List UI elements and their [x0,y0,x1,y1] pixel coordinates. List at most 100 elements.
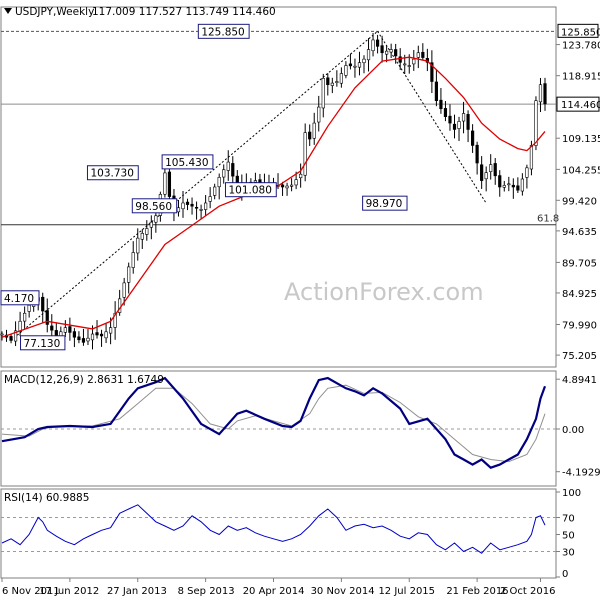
price-annotation-label: 98.560 [135,201,172,213]
price-bar-body [54,330,58,337]
x-tick-label: 8 Sep 2013 [178,586,235,597]
price-bar-body [99,333,104,337]
x-tick-label: 30 Nov 2014 [311,586,375,597]
price-bar-body [18,320,22,332]
price-bar-body [140,233,144,240]
price-bar-body [525,167,529,178]
price-bar-body [63,327,67,333]
price-bar-body [217,177,221,188]
macd-tick-label: -4.1929 [562,468,600,479]
x-tick-label: 21 Feb 2016 [446,586,508,597]
price-bar-body [204,202,208,210]
price-bar-body [538,84,543,103]
rsi-tick-label: 70 [562,514,575,525]
price-bar-body [375,39,380,47]
price-bar-body [45,310,49,325]
price-bar-body [371,39,375,52]
price-bar-body [122,282,126,298]
price-bar-body [461,113,466,122]
price-bar-body [353,65,357,68]
price-tick-label: 84.925 [562,289,597,300]
moving-average-line [1,56,546,338]
dropdown-triangle-icon[interactable] [4,8,12,14]
price-bar-body [507,183,511,186]
price-bar-body [27,304,31,312]
price-bar-body [489,164,493,172]
moving-average [1,56,546,338]
price-annotation-label: 4.170 [4,293,34,305]
price-annotation-box [20,335,66,351]
x-tick-label: 17 Jun 2012 [39,586,99,597]
price-bar-body [394,49,398,57]
price-bar-body [167,171,172,197]
price-bar-body [299,173,303,179]
price-annotation-label: 105.430 [165,157,208,169]
macd-tick-label: 4.8941 [562,375,597,386]
price-bar-body [511,184,515,188]
price-annotation-label: 125.850 [201,26,244,38]
price-bar-body [190,203,194,207]
price-bar-body [448,115,452,124]
price-bar-body [366,49,371,61]
price-bar-body [285,185,289,189]
x-tick-label: 12 Jul 2015 [378,586,435,597]
price-bar-body [321,78,325,109]
rsi-axis: 100 70 50 30 0 [556,488,581,580]
rsi-tick-label: 0 [562,569,568,580]
price-bar-body [208,196,212,202]
price-bar-body [163,172,167,195]
price-annotation-label: 77.130 [24,338,61,350]
price-bar-body [330,82,334,86]
price-bar-body [294,179,298,186]
price-bar-body [398,56,402,63]
price-bar-body [81,338,86,343]
price-bar-body [403,63,407,66]
price-bar-body [484,172,488,180]
price-bar-body [90,333,95,341]
price-bar-body [149,221,153,228]
price-bar-body [226,161,230,171]
macd-line [1,376,547,469]
price-bar-body [77,336,81,341]
price-bar-body [498,175,502,188]
price-bar-body [439,99,443,109]
price-axis: 123.780 118.915 109.135 104.255 99.420 94.635… [556,23,600,362]
symbol-title: USDJPY,Weekly [15,6,94,18]
rsi-lines [1,504,546,554]
price-bar-body [95,332,99,336]
macd-panel-frame [0,370,557,487]
price-bar-body [470,130,475,146]
price-bar-body [222,169,226,178]
price-bar-body [357,62,362,68]
price-bar-body [104,331,108,339]
price-bar-body [231,163,235,177]
price-bar-body [412,58,416,65]
price-bar-body [317,106,321,123]
price-bar-body [452,123,457,130]
price-bar-body [493,163,497,177]
price-bar-body [72,331,76,338]
price-annotation-box [0,290,40,306]
price-bar-body [213,186,217,196]
price-bar-body [457,121,461,129]
ohlc-readout: 117.009 117.527 113.749 114.460 [92,6,276,18]
rsi-label: RSI(14) 60.9885 [4,492,89,504]
price-bar-body [416,52,420,58]
price-bar-body [543,83,547,105]
price-bar-body [443,108,448,117]
price-bar-body [344,65,348,76]
price-bar-body [312,122,316,139]
price-bar-body [534,100,538,146]
price-bar-body [154,215,158,223]
macd-lines [1,376,547,469]
price-bar-body [516,185,520,191]
price-bar-body [529,145,534,170]
price-annotation-label: 103.730 [90,168,133,180]
x-tick-label: 20 Apr 2014 [243,586,305,597]
current-value-label: 114.460 [561,100,600,111]
fib-level-label: 61.8 [537,214,559,225]
price-bar-body [289,184,294,187]
price-bar-body [339,73,343,84]
macd-label: MACD(12,26,9) 2.8631 1.6749 [4,374,164,386]
